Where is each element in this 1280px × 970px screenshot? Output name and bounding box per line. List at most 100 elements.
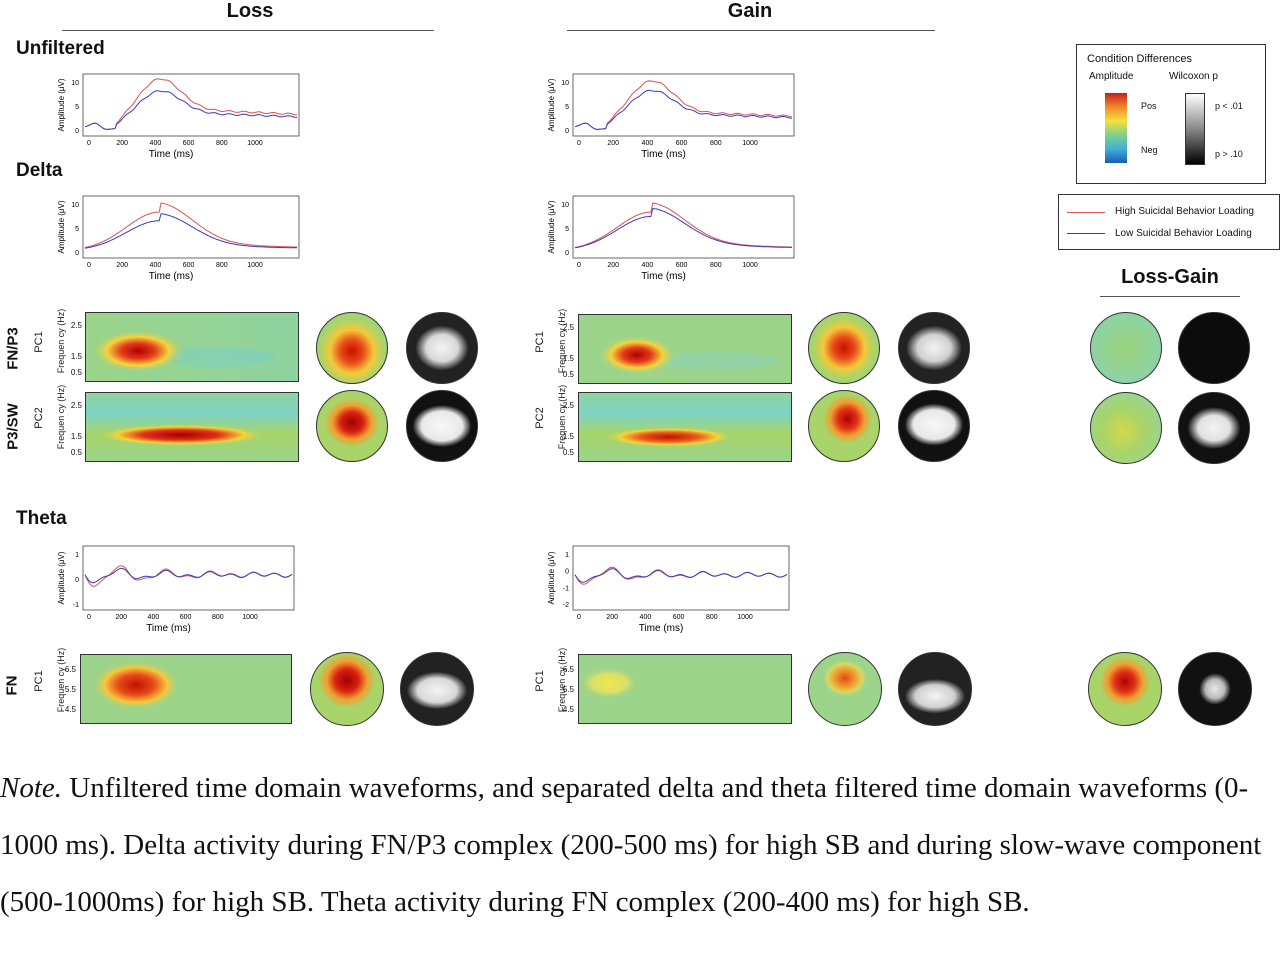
gain-fn-heatmap xyxy=(578,654,792,724)
x-axis-label: Time (ms) xyxy=(641,271,686,282)
legend-p-low: p < .01 xyxy=(1215,101,1243,111)
figure-note: Note. Unfiltered time domain waveforms, … xyxy=(0,760,1278,931)
x-tick-label: 0 xyxy=(577,140,581,147)
pc1-label: PC1 xyxy=(33,670,45,692)
x-tick-label: 800 xyxy=(212,614,224,621)
y-tick-label: 10 xyxy=(561,80,569,87)
plot-frame xyxy=(572,73,795,137)
column-title-gain: Gain xyxy=(727,0,773,22)
low-sb-waveform xyxy=(574,568,788,583)
loss-fnp3-amplitude-topo xyxy=(316,312,388,384)
legend-neg: Neg xyxy=(1141,145,1158,155)
x-tick-label: 200 xyxy=(115,614,127,621)
pc1-label: PC1 xyxy=(534,670,546,692)
y-tick-label: 5 xyxy=(565,226,569,233)
legend-amplitude-label: Amplitude xyxy=(1089,71,1134,82)
y-tick-label: 0 xyxy=(565,250,569,257)
condition-differences-legend: Condition Differences Amplitude Wilcoxon… xyxy=(1076,44,1266,184)
diff-p3sw-wilcoxon-topo xyxy=(1178,392,1250,464)
loss-fnp3-wilcoxon-topo xyxy=(406,312,478,384)
gain-unfiltered-waveform: 0 5 10 0 200 400 600 800 1000 Time (ms) Amplitude … xyxy=(547,73,795,160)
loss-unfiltered-waveform: 0 5 10 0 200 400 600 800 1000 Time (ms) Amplitude … xyxy=(57,73,300,160)
gain-p3sw-wilcoxon-topo xyxy=(898,390,970,462)
x-tick-label: 600 xyxy=(676,262,688,269)
pc1-label: PC1 xyxy=(534,331,546,353)
x-tick-label: 400 xyxy=(640,614,652,621)
y-tick-label: 0 xyxy=(565,128,569,135)
column-title-loss: Loss xyxy=(226,0,274,22)
y-tick-label: 0 xyxy=(75,128,79,135)
x-tick-label: 800 xyxy=(710,262,722,269)
x-tick-label: 400 xyxy=(148,614,160,621)
component-label-fnp3: FN/P3 xyxy=(4,327,22,370)
gain-p3sw-amplitude-topo xyxy=(808,390,880,462)
gain-fn-amplitude-topo xyxy=(808,652,882,726)
row-label-delta: Delta xyxy=(16,160,63,181)
legend-low-line xyxy=(1067,233,1105,234)
low-sb-waveform xyxy=(574,89,793,130)
x-tick-label: 600 xyxy=(180,614,192,621)
y-tick-label: -1 xyxy=(563,585,569,592)
high-sb-waveform xyxy=(574,80,792,130)
x-tick-label: 600 xyxy=(183,140,195,147)
loss-fn-freq-ticks: 6.5 5.5 4.5 xyxy=(64,665,76,714)
component-label-p3sw: P3/SW xyxy=(4,403,22,450)
x-tick-label: 1000 xyxy=(247,140,263,147)
note-text: Unfiltered time domain waveforms, and se… xyxy=(0,772,1262,918)
gain-delta-waveform: 0 5 10 0 200 400 600 800 1000 Time (ms) Amplitude … xyxy=(547,195,795,282)
y-tick-label: -1 xyxy=(73,602,79,609)
x-tick-label: 600 xyxy=(673,614,685,621)
pc2-label: PC2 xyxy=(33,407,45,429)
plot-frame xyxy=(82,545,295,611)
x-tick-label: 1000 xyxy=(242,614,258,621)
loss-delta-waveform: 0 5 10 0 200 400 600 800 1000 Time (ms) Amplitude … xyxy=(57,195,300,282)
y-axis-label: Amplitude (μV) xyxy=(547,551,556,604)
high-sb-waveform xyxy=(84,78,298,130)
legend-high-label: High Suicidal Behavior Loading xyxy=(1115,206,1254,217)
gain-fnp3-amplitude-topo xyxy=(808,312,880,384)
y-tick-label: 0 xyxy=(75,577,79,584)
x-tick-label: 200 xyxy=(116,140,128,147)
diff-fn-wilcoxon-topo xyxy=(1178,652,1252,726)
column-rule-gain xyxy=(567,30,935,31)
loss-fn-wilcoxon-topo xyxy=(400,652,474,726)
loss-fnp3-freq-ticks: 2.5 1.5 0.5 xyxy=(70,321,82,377)
x-tick-label: 400 xyxy=(150,262,162,269)
low-sb-waveform xyxy=(574,207,793,249)
column-rule-loss-gain xyxy=(1100,296,1240,297)
low-sb-waveform xyxy=(84,567,293,584)
y-tick-label: 1 xyxy=(75,552,79,559)
x-tick-label: 0 xyxy=(577,262,581,269)
x-axis-label: Time (ms) xyxy=(639,623,684,634)
x-tick-label: 200 xyxy=(606,614,618,621)
x-tick-label: 400 xyxy=(642,262,654,269)
loss-theta-waveform: -1 0 1 0 200 400 600 800 1000 Time (ms) Amplitude … xyxy=(57,545,295,634)
note-lead: Note. xyxy=(0,772,63,804)
y-axis-label: Amplitude (μV) xyxy=(547,78,556,131)
gain-fnp3-heatmap xyxy=(578,314,792,384)
low-sb-waveform xyxy=(84,90,297,130)
y-tick-label: 10 xyxy=(71,202,79,209)
diff-fnp3-amplitude-topo xyxy=(1090,312,1162,384)
component-label-fn: FN xyxy=(3,675,21,696)
column-title-loss-gain: Loss-Gain xyxy=(1121,266,1219,288)
legend-p-high: p > .10 xyxy=(1215,149,1243,159)
gain-fnp3-wilcoxon-topo xyxy=(898,312,970,384)
x-tick-label: 800 xyxy=(710,140,722,147)
high-sb-waveform xyxy=(574,202,793,248)
y-axis-label: Amplitude (μV) xyxy=(547,200,556,253)
y-tick-label: -2 xyxy=(563,602,569,609)
plot-frame xyxy=(572,195,795,259)
x-tick-label: 0 xyxy=(577,614,581,621)
x-tick-label: 400 xyxy=(642,140,654,147)
x-tick-label: 200 xyxy=(607,140,619,147)
gain-p3sw-heatmap xyxy=(578,392,792,462)
line-legend: High Suicidal Behavior Loading Low Suici… xyxy=(1058,194,1280,250)
x-tick-label: 1000 xyxy=(247,262,263,269)
legend-pos: Pos xyxy=(1141,101,1157,111)
pc1-label: PC1 xyxy=(33,331,45,353)
gain-p3sw-freq-ticks: 2.5 1.5 0.5 xyxy=(562,401,574,457)
pc2-label: PC2 xyxy=(534,407,546,429)
plot-frame xyxy=(82,195,300,259)
y-tick-label: 5 xyxy=(565,104,569,111)
